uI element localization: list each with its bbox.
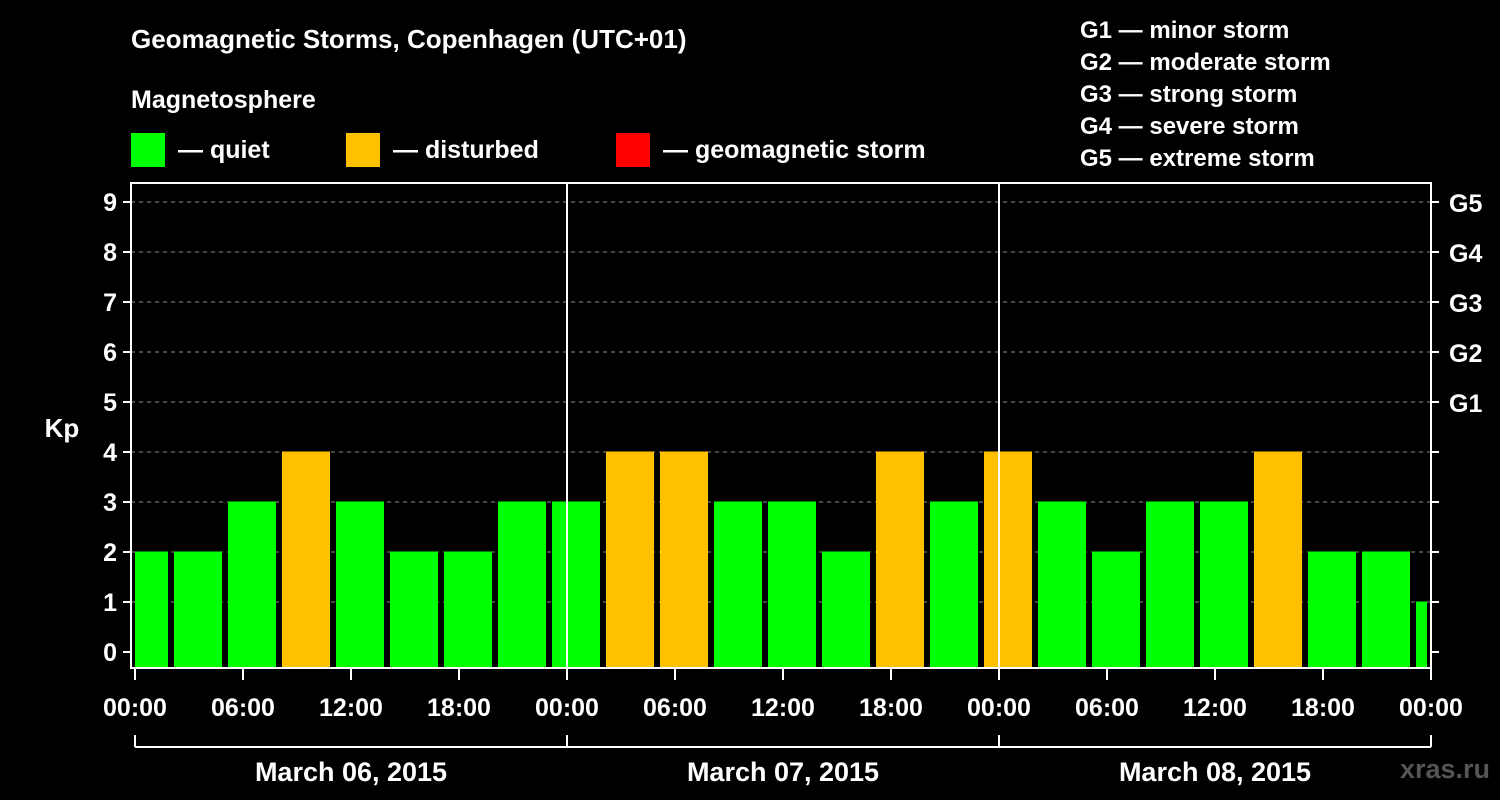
g-level-label: G2 [1449,340,1482,368]
y-tick-label: 7 [103,289,117,317]
x-tick-label: 00:00 [1399,694,1463,722]
kp-bar [660,451,708,668]
g-level-label: G5 [1449,190,1482,218]
storm-level-g3: G3 — strong storm [1080,81,1298,108]
kp-bar [228,501,276,668]
g-level-label: G1 [1449,390,1482,418]
kp-bar [714,501,762,668]
legend-quiet: — quiet [131,133,270,167]
kp-bar [1254,451,1302,668]
legend-disturbed-swatch [346,133,380,167]
y-tick-label: 9 [103,189,117,217]
x-tick-label: 12:00 [1183,694,1247,722]
legend-storm-swatch [616,133,650,167]
y-tick-label: 5 [103,389,117,417]
kp-bar [336,501,384,668]
kp-bar [1308,551,1356,668]
x-tick-label: 18:00 [859,694,923,722]
x-tick-label: 12:00 [751,694,815,722]
kp-bar [1092,551,1140,668]
y-tick-label: 0 [103,639,117,667]
kp-bar [1362,551,1410,668]
storm-level-g5: G5 — extreme storm [1080,145,1315,172]
x-tick-label: 00:00 [967,694,1031,722]
y-axis-label: Kp [45,413,80,443]
y-tick-label: 8 [103,239,117,267]
storm-level-legend: G1 — minor storm G2 — moderate storm G3 … [1080,15,1331,175]
kp-bar [1146,501,1194,668]
x-tick-label: 18:00 [427,694,491,722]
x-tick-label: 00:00 [103,694,167,722]
kp-bar [444,551,492,668]
y-tick-label: 2 [103,539,117,567]
g-level-label: G4 [1449,240,1482,268]
kp-bar [1416,601,1427,668]
g-level-label: G3 [1449,290,1482,318]
x-tick-label: 18:00 [1291,694,1355,722]
x-tick-label: 12:00 [319,694,383,722]
magnetosphere-label: Magnetosphere [131,86,316,114]
legend-disturbed: — disturbed [346,133,539,167]
kp-bar [390,551,438,668]
kp-bar [876,451,924,668]
kp-bar [606,451,654,668]
kp-bar [135,551,168,668]
y-tick-label: 1 [103,589,117,617]
kp-bar [1038,501,1086,668]
legend-storm: — geomagnetic storm [616,133,926,167]
y-tick-label: 3 [103,489,117,517]
plot-frame [130,182,1432,669]
kp-bar [282,451,330,668]
watermark: xras.ru [1399,754,1490,784]
x-tick-label: 06:00 [1075,694,1139,722]
y-tick-label: 6 [103,339,117,367]
y-tick-label: 4 [103,439,117,467]
date-label: March 06, 2015 [255,757,447,787]
x-tick-label: 06:00 [211,694,275,722]
storm-level-g4: G4 — severe storm [1080,113,1299,140]
date-label: March 08, 2015 [1119,757,1311,787]
storm-level-g1: G1 — minor storm [1080,17,1290,44]
kp-bar [552,501,600,668]
kp-bar [930,501,978,668]
legend-quiet-label: — quiet [178,135,270,164]
chart-title: Geomagnetic Storms, Copenhagen (UTC+01) [131,24,687,54]
kp-bar [984,451,1032,668]
kp-bar [1200,501,1248,668]
kp-bar [768,501,816,668]
kp-bar [822,551,870,668]
kp-bar [174,551,222,668]
date-label: March 07, 2015 [687,757,879,787]
x-tick-label: 06:00 [643,694,707,722]
x-tick-label: 00:00 [535,694,599,722]
storm-level-g2: G2 — moderate storm [1080,49,1331,76]
legend-disturbed-label: — disturbed [393,135,539,164]
legend-quiet-swatch [131,133,165,167]
legend-storm-label: — geomagnetic storm [663,135,926,164]
kp-bar [498,501,546,668]
